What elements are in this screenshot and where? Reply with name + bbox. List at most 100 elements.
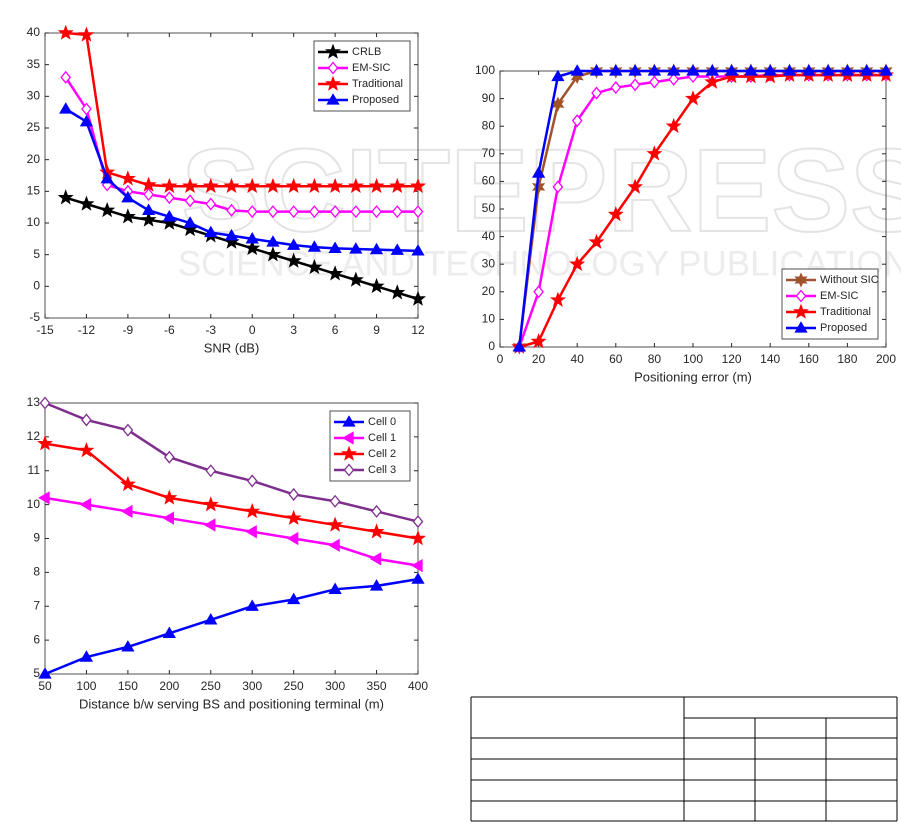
marker — [607, 206, 624, 222]
marker — [57, 24, 74, 40]
y-tick-label: 0 — [33, 279, 40, 293]
x-tick-label: 250 — [284, 679, 304, 693]
marker — [552, 180, 564, 194]
marker — [802, 64, 816, 76]
marker — [532, 179, 546, 195]
marker — [202, 177, 219, 194]
marker — [329, 205, 341, 219]
marker — [143, 187, 154, 202]
marker — [245, 525, 257, 539]
marker — [226, 203, 237, 217]
marker — [368, 523, 385, 539]
x-tick-label: 6 — [332, 323, 339, 337]
x-axis-label: SNR (dB) — [204, 340, 260, 355]
y-tick-label: 70 — [482, 146, 496, 160]
x-tick-label: 9 — [373, 323, 380, 337]
empty-table — [470, 696, 898, 822]
y-tick-label: 0 — [488, 339, 495, 353]
marker — [183, 216, 197, 228]
x-tick-label: 300 — [325, 679, 345, 693]
y-tick-label: 6 — [33, 632, 40, 646]
marker — [141, 203, 156, 215]
marker — [285, 177, 302, 194]
marker — [325, 75, 341, 91]
y-tick-label: 9 — [33, 531, 40, 545]
marker — [121, 640, 135, 652]
marker — [327, 177, 344, 194]
x-tick-label: 300 — [242, 679, 262, 693]
marker — [205, 197, 217, 211]
marker — [610, 81, 622, 95]
y-tick-label: -5 — [29, 310, 40, 324]
marker — [329, 494, 341, 508]
marker — [341, 445, 357, 461]
marker — [328, 582, 342, 594]
legend-label: EM-SIC — [820, 290, 859, 302]
marker — [288, 487, 300, 501]
marker — [390, 243, 404, 255]
x-tick-label: -15 — [36, 323, 54, 337]
marker — [223, 177, 240, 194]
marker — [245, 599, 259, 611]
marker — [267, 205, 279, 219]
marker — [79, 497, 92, 512]
marker — [326, 93, 340, 105]
x-tick-label: 180 — [837, 352, 857, 366]
marker — [342, 431, 354, 445]
marker — [306, 258, 323, 275]
marker — [202, 496, 219, 512]
marker — [685, 90, 701, 106]
y-tick-label: 20 — [27, 152, 41, 166]
marker — [782, 64, 797, 76]
marker — [266, 235, 280, 247]
marker — [162, 511, 174, 525]
marker — [649, 75, 660, 89]
x-tick-label: 200 — [159, 679, 179, 693]
marker — [287, 592, 301, 605]
marker — [287, 238, 301, 250]
y-tick-label: 25 — [27, 120, 41, 134]
x-tick-label: 0 — [249, 323, 256, 337]
marker — [140, 176, 157, 192]
marker — [224, 228, 239, 241]
marker — [589, 64, 604, 76]
x-tick-label: -6 — [164, 323, 175, 337]
marker — [371, 504, 382, 518]
marker — [349, 242, 363, 254]
marker — [204, 225, 218, 238]
marker — [368, 277, 385, 294]
marker — [347, 177, 364, 194]
marker — [244, 177, 261, 194]
x-tick-label: -12 — [78, 323, 96, 337]
y-tick-label: 60 — [482, 174, 496, 188]
marker — [119, 170, 136, 186]
y-tick-label: 100 — [475, 63, 495, 77]
legend-label: Cell 3 — [368, 464, 396, 476]
y-tick-label: 30 — [482, 256, 496, 270]
marker — [705, 64, 719, 76]
x-tick-label: 3 — [290, 323, 297, 337]
watermark-tagline: SCIENCE AND TECHNOLOGY PUBLICATIONS — [178, 244, 901, 283]
marker — [328, 241, 342, 253]
legend-label: Cell 2 — [368, 448, 396, 460]
y-tick-label: 80 — [482, 118, 496, 132]
marker — [78, 26, 95, 42]
legend-label: CRLB — [352, 46, 381, 58]
y-tick-label: 10 — [27, 215, 41, 229]
marker — [389, 177, 406, 194]
y-tick-label: 11 — [28, 463, 41, 477]
y-tick-label: 35 — [27, 57, 41, 71]
x-tick-label: 200 — [876, 352, 896, 366]
x-tick-label: 250 — [201, 679, 221, 693]
marker — [512, 340, 526, 352]
marker — [343, 463, 355, 477]
marker — [121, 190, 135, 203]
y-tick-label: 5 — [33, 247, 40, 261]
marker — [821, 64, 835, 76]
legend-label: Proposed — [820, 322, 867, 334]
y-tick-label: 7 — [33, 598, 40, 612]
marker — [39, 396, 51, 410]
marker — [100, 171, 114, 184]
marker — [667, 64, 681, 76]
